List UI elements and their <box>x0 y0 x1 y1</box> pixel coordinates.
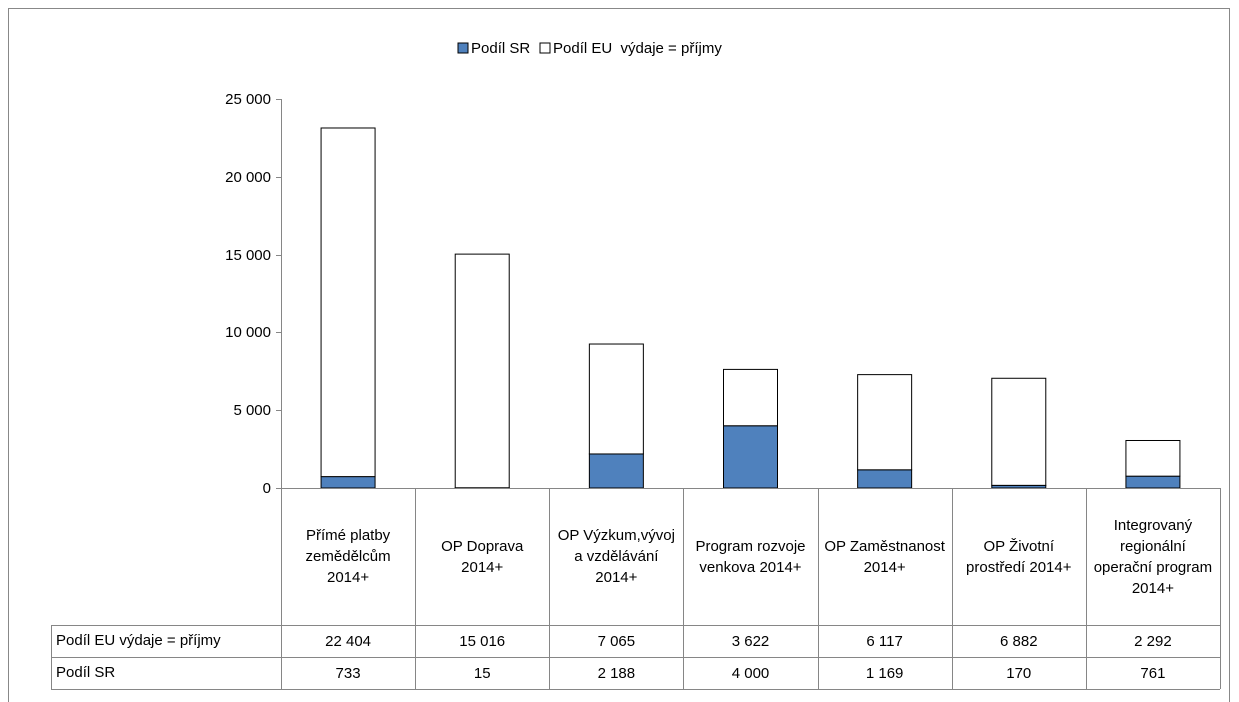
y-tick-label: 5 000 <box>233 401 271 419</box>
table-value: 6 117 <box>866 632 903 650</box>
bar-segment <box>454 253 510 489</box>
table-value: 733 <box>335 664 361 682</box>
legend-label: Podíl EU výdaje = příjmy <box>553 40 722 57</box>
bar-segment <box>723 368 778 427</box>
legend-swatch <box>457 42 469 54</box>
category-label: OP Výzkum,vývoj a vzdělávání 2014+ <box>557 527 675 586</box>
bar-segment <box>857 469 913 489</box>
table-value: 2 292 <box>1134 632 1172 650</box>
table-value: 761 <box>1140 664 1166 682</box>
category-label: Program rozvoje venkova 2014+ <box>695 537 806 576</box>
legend-label: Podíl SR <box>471 40 531 57</box>
category-label: Přímé platby zemědělcům 2014+ <box>305 527 391 586</box>
bar-segment <box>320 476 376 489</box>
y-tick-label: 20 000 <box>225 168 271 186</box>
table-value: 4 000 <box>731 664 770 682</box>
legend-swatch <box>539 42 551 54</box>
bar-segment <box>320 127 376 478</box>
bar-segment <box>1125 475 1181 489</box>
table-value: 7 065 <box>597 632 636 650</box>
table-row-label: Podíl SR <box>56 664 116 681</box>
y-tick-label: 0 <box>262 479 271 497</box>
bar-segment <box>723 425 778 489</box>
table-value: 15 016 <box>459 632 506 650</box>
bar-segment <box>991 377 1047 486</box>
table-value: 1 169 <box>865 664 904 682</box>
bar-segment <box>588 453 644 489</box>
chart-border <box>8 8 1230 702</box>
table-value: 2 188 <box>597 664 636 682</box>
category-label: OP Doprava 2014+ <box>441 537 524 576</box>
category-label: Integrovaný regionální operační program … <box>1093 516 1213 597</box>
table-row-label: Podíl EU výdaje = příjmy <box>56 632 221 649</box>
table-value: 15 <box>473 664 491 682</box>
y-tick-label: 10 000 <box>225 323 271 341</box>
table-value: 22 404 <box>325 632 372 650</box>
table-value: 3 622 <box>731 632 770 650</box>
bar-segment <box>1125 439 1181 477</box>
category-label: OP Zaměstnanost 2014+ <box>824 537 945 576</box>
bar-segment <box>588 343 644 455</box>
bar-segment <box>857 374 913 471</box>
table-value: 170 <box>1006 664 1032 682</box>
y-tick-label: 15 000 <box>225 246 271 264</box>
category-label: OP Životní prostředí 2014+ <box>966 537 1072 576</box>
table-value: 6 882 <box>1000 632 1038 650</box>
y-tick-label: 25 000 <box>225 90 271 108</box>
